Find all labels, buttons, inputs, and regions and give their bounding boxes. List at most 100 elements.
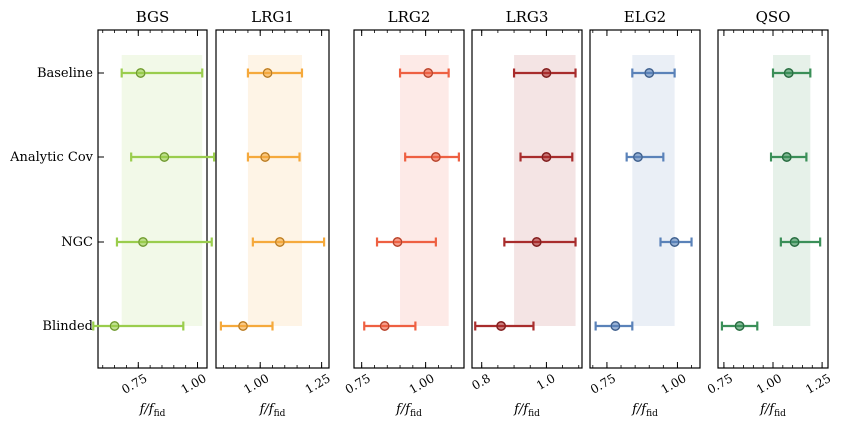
panel-title: LRG2 bbox=[388, 8, 431, 26]
row-label-baseline: Baseline bbox=[37, 66, 93, 81]
point-analytic-cov bbox=[519, 152, 574, 163]
point-ngc bbox=[659, 237, 693, 248]
panel-frame bbox=[471, 29, 583, 369]
data-point-outline bbox=[610, 321, 620, 331]
point-analytic-cov bbox=[769, 152, 808, 163]
data-point bbox=[541, 68, 552, 79]
panel-lrg3: 0.8 1.0 LRG3 f/ffid bbox=[469, 8, 583, 419]
data-point-outline bbox=[735, 321, 745, 331]
data-point-outline bbox=[423, 68, 433, 78]
panel-lrg1: 1.00 1.25 LRG1 f/ffid bbox=[215, 8, 333, 419]
x-axis-label: f/ffid bbox=[631, 402, 658, 419]
point-baseline bbox=[631, 68, 676, 79]
panel-title: LRG1 bbox=[251, 8, 294, 26]
data-point-outline bbox=[159, 152, 169, 162]
row-label-analytic-cov: Analytic Cov bbox=[9, 150, 94, 165]
tick-label: 1.00 bbox=[407, 371, 437, 396]
point-analytic-cov bbox=[404, 152, 460, 163]
point-analytic-cov bbox=[625, 152, 665, 163]
data-point-outline bbox=[633, 152, 643, 162]
data-point-outline bbox=[380, 321, 390, 331]
data-point bbox=[379, 320, 390, 331]
x-axis-label: f/ffid bbox=[395, 402, 422, 419]
tick-label: 1.0 bbox=[534, 371, 558, 393]
data-point bbox=[262, 68, 273, 79]
data-point bbox=[541, 152, 552, 163]
data-point bbox=[632, 152, 643, 163]
tick-label: 1.00 bbox=[658, 371, 688, 396]
data-point-outline bbox=[238, 321, 248, 331]
panel-elg2: 0.75 1.00 ELG2 f/ffid bbox=[588, 8, 701, 419]
baseline-band bbox=[632, 55, 675, 326]
data-point-outline bbox=[431, 152, 441, 162]
data-point bbox=[159, 152, 170, 163]
baseline-band bbox=[773, 55, 811, 326]
x-axis-label: f/ffid bbox=[259, 402, 286, 419]
data-point bbox=[781, 152, 792, 163]
data-point-outline bbox=[782, 152, 792, 162]
baseline-band bbox=[400, 55, 449, 326]
data-point-outline bbox=[532, 237, 542, 247]
data-point-outline bbox=[275, 237, 285, 247]
tick-label: 1.00 bbox=[179, 371, 209, 396]
data-point bbox=[238, 320, 249, 331]
data-point bbox=[783, 68, 794, 79]
point-blinded bbox=[92, 320, 185, 331]
panel-frame bbox=[589, 29, 701, 369]
point-analytic-cov bbox=[130, 152, 216, 163]
data-point bbox=[610, 320, 621, 331]
row-label-blinded: Blinded bbox=[42, 319, 93, 334]
point-blinded bbox=[474, 320, 535, 331]
data-point bbox=[669, 237, 680, 248]
baseline-band bbox=[247, 55, 302, 326]
point-blinded bbox=[363, 320, 417, 331]
data-point-outline bbox=[109, 321, 120, 331]
tick-label: 1.00 bbox=[241, 371, 271, 396]
x-axis-label: f/ffid bbox=[513, 402, 540, 419]
point-ngc bbox=[779, 237, 822, 248]
data-point bbox=[531, 237, 542, 248]
data-point bbox=[496, 320, 507, 331]
data-point-outline bbox=[784, 68, 794, 78]
data-point bbox=[260, 152, 271, 163]
data-point-outline bbox=[541, 152, 552, 162]
data-point-outline bbox=[496, 321, 506, 331]
tick-label: 1.00 bbox=[754, 371, 784, 396]
panel-title: QSO bbox=[756, 8, 791, 26]
panel-lrg2: 0.75 1.00 LRG2 f/ffid bbox=[343, 8, 465, 419]
point-ngc bbox=[375, 237, 437, 248]
x-axis-label: f/ffid bbox=[759, 402, 786, 419]
data-point bbox=[430, 152, 441, 163]
point-blinded bbox=[219, 320, 274, 331]
point-baseline bbox=[120, 68, 204, 79]
tick-label: 0.75 bbox=[705, 371, 735, 396]
tick-label: 0.8 bbox=[469, 371, 493, 393]
data-point-outline bbox=[541, 68, 552, 78]
point-ngc bbox=[503, 237, 577, 248]
point-baseline bbox=[398, 68, 450, 79]
data-point bbox=[734, 320, 745, 331]
data-point bbox=[423, 68, 434, 79]
point-ngc bbox=[251, 237, 326, 248]
data-point-outline bbox=[392, 237, 403, 247]
data-point-outline bbox=[670, 237, 680, 247]
panel-bgs: 0.75 1.00 BGS f/ffid bbox=[92, 8, 216, 419]
data-point-outline bbox=[138, 237, 148, 247]
data-point bbox=[392, 237, 403, 248]
data-point-outline bbox=[790, 237, 800, 247]
panel-title: LRG3 bbox=[506, 8, 549, 26]
point-baseline bbox=[246, 68, 304, 79]
point-blinded bbox=[594, 320, 634, 331]
data-point-outline bbox=[644, 68, 654, 78]
point-analytic-cov bbox=[246, 152, 301, 163]
data-point bbox=[109, 320, 120, 331]
x-axis-label: f/ffid bbox=[139, 402, 166, 419]
panel-title: BGS bbox=[136, 8, 170, 26]
data-point-outline bbox=[260, 152, 270, 162]
point-blinded bbox=[720, 320, 759, 331]
panel-frame bbox=[353, 29, 465, 369]
point-ngc bbox=[115, 237, 213, 248]
tick-label: 0.75 bbox=[588, 371, 618, 396]
